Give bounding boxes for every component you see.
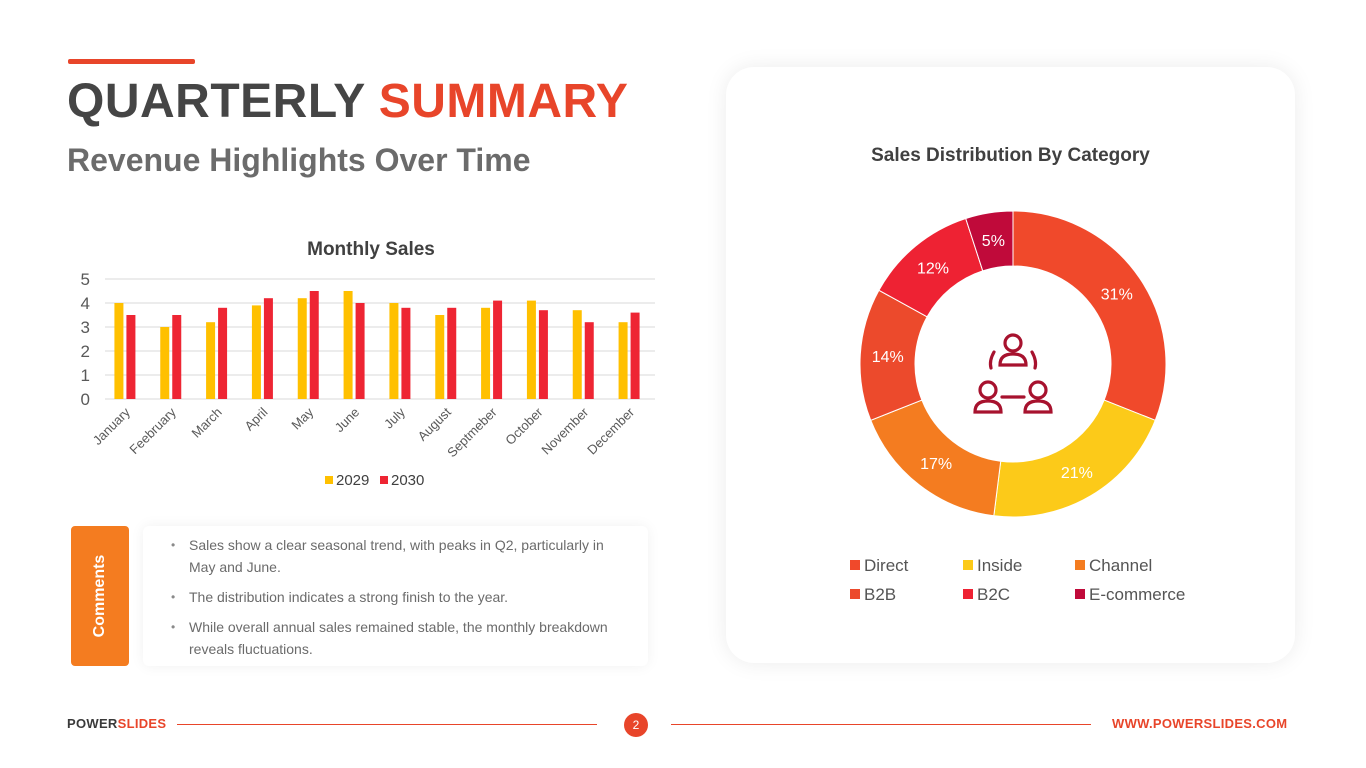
page-number: 2 [624,713,648,737]
bar-2029-january [114,303,124,399]
bar-2029-november [572,310,582,399]
legend-label-2030: 2030 [391,472,424,489]
x-tick-label: April [242,404,271,433]
comment-item: The distribution indicates a strong fini… [171,586,628,608]
title-accent-bar [68,59,195,64]
legend-swatch [850,589,860,599]
x-tick-label: October [502,404,546,448]
legend-swatch [1075,560,1085,570]
x-tick-label: December [584,404,637,457]
donut-value-label: 21% [1061,465,1093,482]
x-tick-label: June [332,405,363,436]
x-tick-label: January [90,404,134,448]
bar-2029-august [435,315,445,399]
legend-label: B2C [977,585,1011,604]
bar-2029-october [526,300,536,399]
legend-label-2029: 2029 [336,472,369,489]
footer-brand-part2: SLIDES [117,716,167,731]
page-title-part1: QUARTERLY [67,75,379,128]
bar-2029-march [206,322,216,399]
footer-brand-part1: POWER [67,716,118,731]
x-tick-label: November [538,404,591,457]
comments-tab: Comments [71,526,129,666]
bar-2030-june [355,303,365,399]
donut-slice-e-commerce [965,210,1014,272]
legend-label: B2B [864,585,897,604]
bar-2029-septmeber [481,307,491,399]
donut-chart-title: Sales Distribution By Category [871,145,1150,166]
legend-swatch-2029 [325,476,333,484]
y-tick-label: 5 [81,270,90,289]
donut-value-label: 31% [1101,286,1133,303]
legend-swatch [963,560,973,570]
x-tick-label: May [288,404,316,432]
bar-2030-december [630,312,640,399]
y-tick-label: 0 [81,390,90,409]
bar-2030-august [447,307,457,399]
bar-2029-may [297,298,307,399]
bar-2030-january [126,315,136,399]
bar-2029-feebruary [160,327,170,399]
bar-2030-april [263,298,273,399]
legend-label: Channel [1089,556,1153,575]
donut-slice-inside [993,399,1156,518]
x-tick-label: August [415,404,454,443]
comments-label: Comments [91,554,108,638]
bar-chart-title: Monthly Sales [307,239,435,260]
y-tick-label: 3 [81,318,90,337]
comments-list: Sales show a clear seasonal trend, with … [171,534,628,660]
bar-2030-october [538,310,548,399]
comment-item: While overall annual sales remained stab… [171,616,628,660]
x-tick-label: Septmeber [444,404,500,460]
footer-divider-left [177,724,597,725]
comments-box: Sales show a clear seasonal trend, with … [143,526,648,666]
footer-url: WWW.POWERSLIDES.COM [1112,716,1288,731]
donut-value-label: 14% [872,349,904,366]
footer-brand: POWERSLIDES [67,716,166,731]
y-tick-label: 4 [81,294,90,313]
distribution-panel: Sales Distribution By Category 31% 21% 17%… [726,67,1295,663]
footer-divider-right [671,724,1091,725]
donut-value-label: 12% [917,260,949,277]
sales-distribution-donut: 31% 21% 17% 14% 12% 5% [859,210,1167,518]
page-title-part2: SUMMARY [378,75,629,128]
x-tick-label: March [189,405,225,441]
bar-2030-november [584,322,594,399]
bar-2030-july [401,307,411,399]
bar-2030-septmeber [493,300,503,399]
donut-value-label: 17% [920,456,952,473]
bar-2029-june [343,291,353,399]
legend-swatch [850,560,860,570]
legend-item-e-commerce: E-commerce [1075,585,1185,605]
comment-item: Sales show a clear seasonal trend, with … [171,534,628,578]
bar-2030-may [309,291,319,399]
legend-item-b2b: B2B [850,585,896,605]
team-icon [973,333,1053,414]
legend-item-channel: Channel [1075,556,1152,576]
legend-swatch [1075,589,1085,599]
x-tick-label: July [381,404,408,431]
y-tick-label: 1 [81,366,90,385]
legend-swatch-2030 [380,476,388,484]
legend-label: E-commerce [1089,585,1186,604]
bar-2029-december [618,322,628,399]
donut-slice-direct [1012,210,1167,421]
bar-2029-april [251,305,261,399]
legend-swatch [963,589,973,599]
bar-2029-july [389,303,399,399]
bar-2030-feebruary [172,315,182,399]
legend-item-direct: Direct [850,556,908,576]
legend-label: Inside [977,556,1023,575]
page-title: QUARTERLY SUMMARY [67,74,628,129]
y-tick-label: 2 [81,342,90,361]
x-tick-label: Feebruary [126,404,179,457]
legend-item-inside: Inside [963,556,1022,576]
legend-item-b2c: B2C [963,585,1010,605]
donut-value-label: 5% [982,233,1005,250]
legend-label: Direct [864,556,909,575]
bar-2030-march [218,307,228,399]
page-subtitle: Revenue Highlights Over Time [67,142,531,178]
